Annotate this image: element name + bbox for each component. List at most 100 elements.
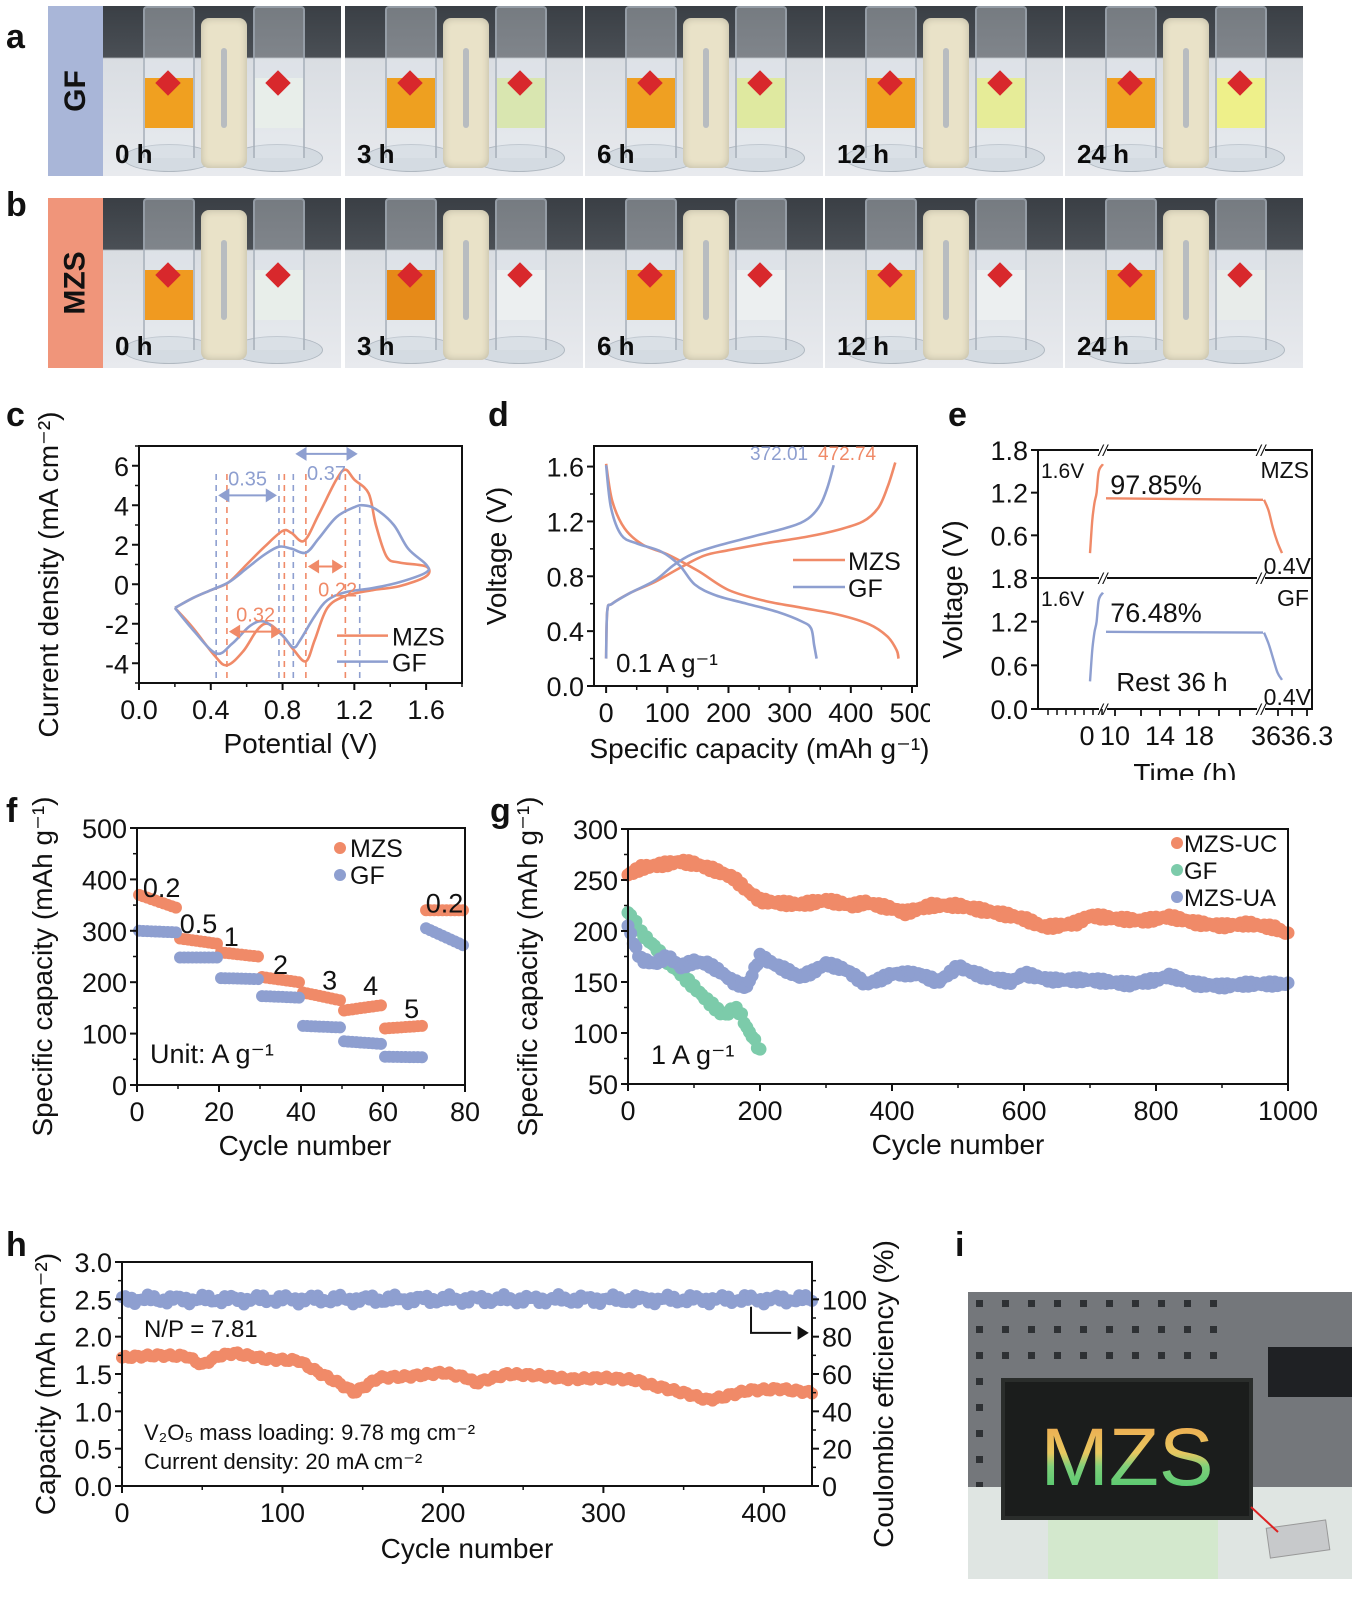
green-glow <box>1048 1517 1218 1579</box>
cv-curve-gf <box>173 503 431 656</box>
y-right-tick-label: 0 <box>822 1472 837 1502</box>
y-tick-label: 200 <box>573 917 618 947</box>
y-tick-label: 250 <box>573 866 618 896</box>
annotation-label: 0.35 <box>228 468 267 490</box>
y-axis-label: Current density (mA cm⁻²) <box>33 412 64 738</box>
data-point-gf <box>415 1051 428 1064</box>
y-tick-label: 50 <box>588 1070 618 1100</box>
legend-label: GF <box>848 575 883 603</box>
y-tick-label: -4 <box>105 649 129 679</box>
cv-curve-mzs <box>173 468 431 667</box>
chart-cycling: 0 200 400 600 800 1000 50 100 150 200 250 300 Specif… <box>512 797 1318 1161</box>
x-axis-label: Cycle number <box>872 1129 1045 1160</box>
x-tick-label: 600 <box>1001 1096 1046 1126</box>
y-right-tick-label: 60 <box>822 1360 852 1390</box>
start-voltage-label: 1.6V <box>1041 460 1084 483</box>
x-tick-label: 36.3 <box>1281 721 1334 751</box>
retention-label: 76.48% <box>1110 598 1202 628</box>
rest-trace <box>1105 497 1264 501</box>
x-tick-label: 0 <box>129 1097 144 1127</box>
clamp-rod <box>1183 48 1189 128</box>
y-tick-label: 200 <box>82 968 127 998</box>
x-tick-label: 800 <box>1133 1096 1178 1126</box>
vial-base <box>365 336 457 364</box>
clamp <box>1163 18 1209 168</box>
y-tick-label: 1.8 <box>990 564 1028 594</box>
y-tick-label: 0 <box>112 1071 127 1101</box>
clamp <box>683 210 729 360</box>
legend-marker <box>334 842 346 854</box>
chart-charge-discharge: 0 100 200 300 400 500 0.0 0.4 0.8 1.2 1.6 Voltage (… <box>481 444 930 764</box>
x-tick-label: 200 <box>420 1498 465 1528</box>
chart-self-discharge: 1.6V MZS 97.85% 0.4V 0.6 1.2 1.8 1.6V GF 76.48% 0.… <box>937 436 1334 780</box>
vial-base <box>605 144 697 172</box>
axis-break-icon: // <box>1098 443 1109 460</box>
rate-label: 0.5 <box>180 909 218 939</box>
rate-label: 1 <box>224 922 239 952</box>
row-tag-mzs: MZS <box>48 198 103 368</box>
right-vial <box>1215 198 1267 350</box>
legend-label: GF <box>350 862 385 890</box>
y-tick-label: 100 <box>82 1020 127 1050</box>
retention-label: 97.85% <box>1110 470 1202 500</box>
end-voltage-label: 0.4V <box>1264 684 1312 710</box>
x-tick-label: 400 <box>869 1096 914 1126</box>
y-tick-label: 0.6 <box>990 521 1028 551</box>
vial-photo: 3 h <box>345 198 583 368</box>
clamp <box>443 210 489 360</box>
vial-photo: 12 h <box>825 6 1063 176</box>
time-label: 6 h <box>597 139 635 169</box>
annotation-arrow-head <box>332 559 344 574</box>
vial-photo: 24 h <box>1065 6 1303 176</box>
right-vial <box>253 6 305 158</box>
clamp <box>683 18 729 168</box>
x-tick-label: 1.6 <box>407 695 445 725</box>
x-tick-label: 60 <box>368 1097 398 1127</box>
y-tick-label: 0.8 <box>546 562 584 592</box>
x-tick-label: 0.4 <box>192 695 230 725</box>
y-tick-label: 0.0 <box>546 672 584 702</box>
clamp <box>923 18 969 168</box>
y-tick-label: 1.5 <box>74 1360 112 1390</box>
chart-rate: 0 20 40 60 80 0 100 200 300 400 500 Specific capaci… <box>27 797 480 1162</box>
y-tick-label: 100 <box>573 1019 618 1049</box>
x-tick-label: 0 <box>1079 721 1094 751</box>
x-tick-label: 36 <box>1251 721 1281 751</box>
legend-label: GF <box>1184 858 1217 885</box>
y-tick-label: -2 <box>105 610 129 640</box>
data-point-gf <box>169 926 182 939</box>
x-tick-label: 20 <box>204 1097 234 1127</box>
y-tick-label: 400 <box>82 865 127 895</box>
clamp-rod <box>943 48 949 128</box>
mass-loading-label: V₂O₅ mass loading: 9.78 mg cm⁻² <box>144 1420 475 1445</box>
y-right-axis-label: Coulombic efficiency (%) <box>868 1240 899 1548</box>
axis-break-gap <box>1099 574 1107 582</box>
legend-marker <box>334 869 346 881</box>
axis-break-icon: // <box>1256 571 1267 588</box>
data-point-gf <box>456 939 469 952</box>
x-tick-label: 1000 <box>1258 1096 1318 1126</box>
y-tick-label: 3.0 <box>74 1248 112 1278</box>
rate-label: 3 <box>322 966 337 996</box>
axis-pointer-arrow <box>750 1306 792 1334</box>
axis-break-icon: // <box>1256 702 1267 719</box>
vial-photo: 3 h <box>345 6 583 176</box>
chart-pouch-cycling: 0 100 200 300 400 0.0 0.5 1.0 1.5 2.0 2.5 3.0 0 20 40 6… <box>30 1240 899 1564</box>
x-tick-label: 500 <box>889 698 930 728</box>
y-tick-label: 1.8 <box>990 436 1028 466</box>
x-tick-label: 300 <box>767 698 812 728</box>
vial-base <box>123 144 215 172</box>
data-point-gf <box>374 1037 387 1050</box>
end-label-gf: 372.01 <box>750 444 808 465</box>
time-label: 12 h <box>837 331 890 361</box>
annotation-arrow-head <box>265 488 277 503</box>
x-tick-label: 400 <box>828 698 873 728</box>
plot-frame <box>1037 449 1313 710</box>
photo-row-mzs: MZS 0 h 3 h 6 h 12 h 24 h <box>48 198 1352 368</box>
panel-label-d: d <box>488 396 509 434</box>
vial-base <box>1085 336 1177 364</box>
clamp <box>443 18 489 168</box>
shelf-bracket <box>1268 1347 1352 1397</box>
x-tick-label: 40 <box>286 1097 316 1127</box>
clamp-rod <box>463 48 469 128</box>
